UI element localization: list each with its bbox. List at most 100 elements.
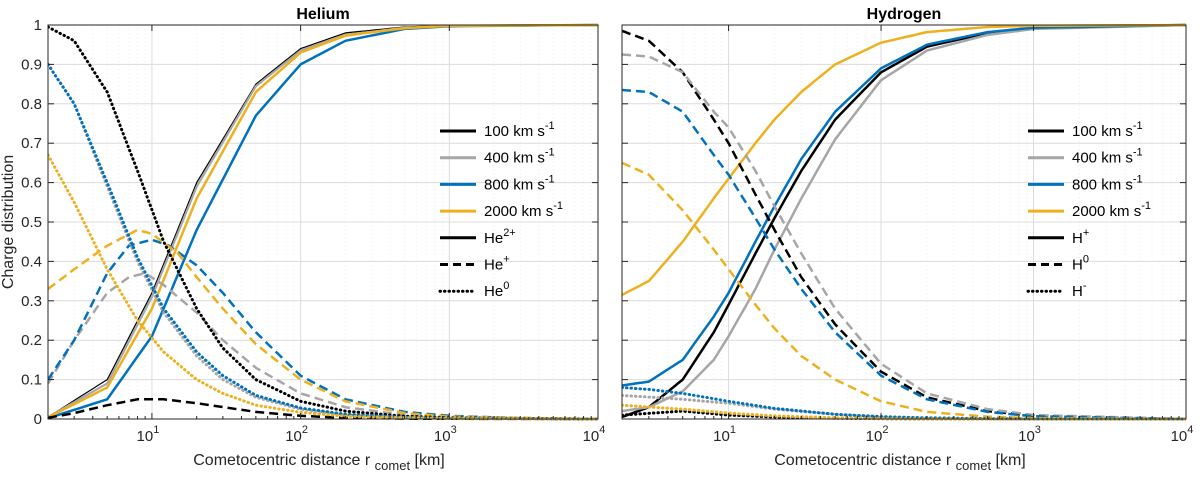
series-line bbox=[622, 409, 1186, 421]
legend-label: He+ bbox=[484, 254, 510, 274]
legend-label: 100 km s-1 bbox=[1072, 120, 1143, 140]
legend-label-text: H bbox=[1072, 230, 1083, 247]
x-tick-label: 104 bbox=[1171, 424, 1194, 445]
y-tick-label: 0.4 bbox=[21, 253, 42, 270]
series-line bbox=[622, 23, 1186, 297]
y-tick-label: 0.3 bbox=[21, 293, 42, 310]
x-tick-exp: 1 bbox=[730, 424, 736, 436]
x-tick-base: 10 bbox=[866, 428, 883, 445]
x-tick-label: 101 bbox=[713, 424, 736, 445]
x-tick-exp: 2 bbox=[302, 424, 308, 436]
x-axis-label: Cometocentric distance r comet [km] bbox=[774, 452, 1025, 473]
x-tick-label: 104 bbox=[583, 424, 606, 445]
series-line bbox=[622, 161, 1186, 421]
legend-label-sup: -1 bbox=[1141, 200, 1151, 212]
legend-label: H0 bbox=[1072, 254, 1089, 274]
legend-label: 2000 km s-1 bbox=[484, 200, 563, 220]
legend-label-text: 100 km s bbox=[1072, 123, 1133, 140]
legend-label: 800 km s-1 bbox=[1072, 173, 1143, 193]
x-tick-label: 102 bbox=[285, 424, 308, 445]
legend-label-text: 100 km s bbox=[484, 123, 545, 140]
legend-label-text: 800 km s bbox=[1072, 176, 1133, 193]
legend-label-text: He bbox=[484, 257, 503, 274]
legend-label-sup: -1 bbox=[553, 200, 563, 212]
x-tick-exp: 1 bbox=[153, 424, 159, 436]
x-tick-exp: 3 bbox=[451, 424, 457, 436]
x-axis-label: Cometocentric distance r comet [km] bbox=[193, 452, 444, 473]
y-tick-label: 0.6 bbox=[21, 175, 42, 192]
legend-label-sup: -1 bbox=[545, 173, 555, 185]
series-line bbox=[622, 403, 1186, 421]
x-axis-label-sub: comet bbox=[375, 458, 411, 473]
panel-helium: 101 102 103 10400.10.20.30.40.50.60.70.80.9… bbox=[0, 6, 605, 473]
chart-title: Helium bbox=[296, 6, 349, 23]
x-tick-base: 10 bbox=[1171, 428, 1188, 445]
legend-label-text: He bbox=[484, 283, 503, 300]
x-tick-base: 10 bbox=[285, 428, 302, 445]
x-axis-label-unit: [km] bbox=[991, 452, 1026, 469]
legend-label: 100 km s-1 bbox=[484, 120, 555, 140]
legend-label-sup: 2+ bbox=[503, 227, 516, 239]
y-tick-label: 0.5 bbox=[21, 214, 42, 231]
series-line bbox=[48, 271, 598, 421]
y-tick-label: 0.1 bbox=[21, 372, 42, 389]
legend-label: 400 km s-1 bbox=[1072, 147, 1143, 167]
x-tick-base: 10 bbox=[137, 428, 154, 445]
series-line bbox=[622, 23, 1186, 413]
x-tick-base: 10 bbox=[713, 428, 730, 445]
series-line bbox=[622, 88, 1186, 421]
legend-label-text: H bbox=[1072, 257, 1083, 274]
legend-label-sup: 0 bbox=[503, 280, 509, 292]
legend-label: H+ bbox=[1072, 227, 1089, 247]
series-line bbox=[48, 23, 598, 419]
legend-label-text: 2000 km s bbox=[484, 203, 553, 220]
x-axis-label-main: Cometocentric distance r bbox=[193, 452, 374, 469]
x-tick-label: 102 bbox=[866, 424, 889, 445]
x-tick-exp: 4 bbox=[1187, 424, 1193, 436]
x-tick-exp: 4 bbox=[599, 424, 605, 436]
y-tick-label: 0.9 bbox=[21, 56, 42, 73]
legend-label-sup: - bbox=[1083, 280, 1087, 292]
y-ticks bbox=[622, 24, 1186, 420]
x-ticks: 101 102 103 104 bbox=[47, 25, 606, 445]
y-axis-label: Charge distribution bbox=[0, 155, 17, 289]
y-tick-label: 0.7 bbox=[21, 135, 42, 152]
chart-title: Hydrogen bbox=[867, 6, 942, 23]
series-line bbox=[622, 23, 1186, 387]
y-ticks: 0 0.1 0.2 0.3 0.4 0.5 0.6 0.7 0.8 0.9 1 bbox=[21, 17, 598, 428]
x-tick-base: 10 bbox=[1018, 428, 1035, 445]
x-tick-exp: 3 bbox=[1035, 424, 1041, 436]
x-ticks: 101 102 103 104 bbox=[621, 25, 1194, 445]
legend-label-sup: -1 bbox=[545, 147, 555, 159]
y-tick-label: 1 bbox=[34, 17, 42, 34]
legend-label-text: 400 km s bbox=[1072, 150, 1133, 167]
series-line bbox=[622, 53, 1186, 421]
x-tick-base: 10 bbox=[434, 428, 451, 445]
legend-label-sup: -1 bbox=[545, 120, 555, 132]
legend-label-text: 2000 km s bbox=[1072, 203, 1141, 220]
legend-label-sup: -1 bbox=[1133, 147, 1143, 159]
legend-label-sup: + bbox=[1083, 227, 1089, 239]
series-group bbox=[622, 23, 1186, 421]
legend-label: H- bbox=[1072, 280, 1087, 300]
x-axis-label-unit: [km] bbox=[410, 452, 445, 469]
legend-label: 400 km s-1 bbox=[484, 147, 555, 167]
legend-label: He0 bbox=[484, 280, 509, 300]
legend-label-text: 800 km s bbox=[484, 176, 545, 193]
x-tick-label: 103 bbox=[1018, 424, 1041, 445]
series-line bbox=[48, 238, 598, 421]
x-tick-label: 103 bbox=[434, 424, 457, 445]
y-tick-label: 0 bbox=[34, 411, 42, 428]
x-tick-label: 101 bbox=[137, 424, 160, 445]
legend-label-sup: + bbox=[503, 254, 509, 266]
x-axis-label-main: Cometocentric distance r bbox=[774, 452, 955, 469]
x-axis-label-sub: comet bbox=[956, 458, 992, 473]
legend-label: 2000 km s-1 bbox=[1072, 200, 1151, 220]
legend-label-sup: -1 bbox=[1133, 173, 1143, 185]
legend-label-sup: 0 bbox=[1083, 254, 1089, 266]
legend-label-sup: -1 bbox=[1133, 120, 1143, 132]
